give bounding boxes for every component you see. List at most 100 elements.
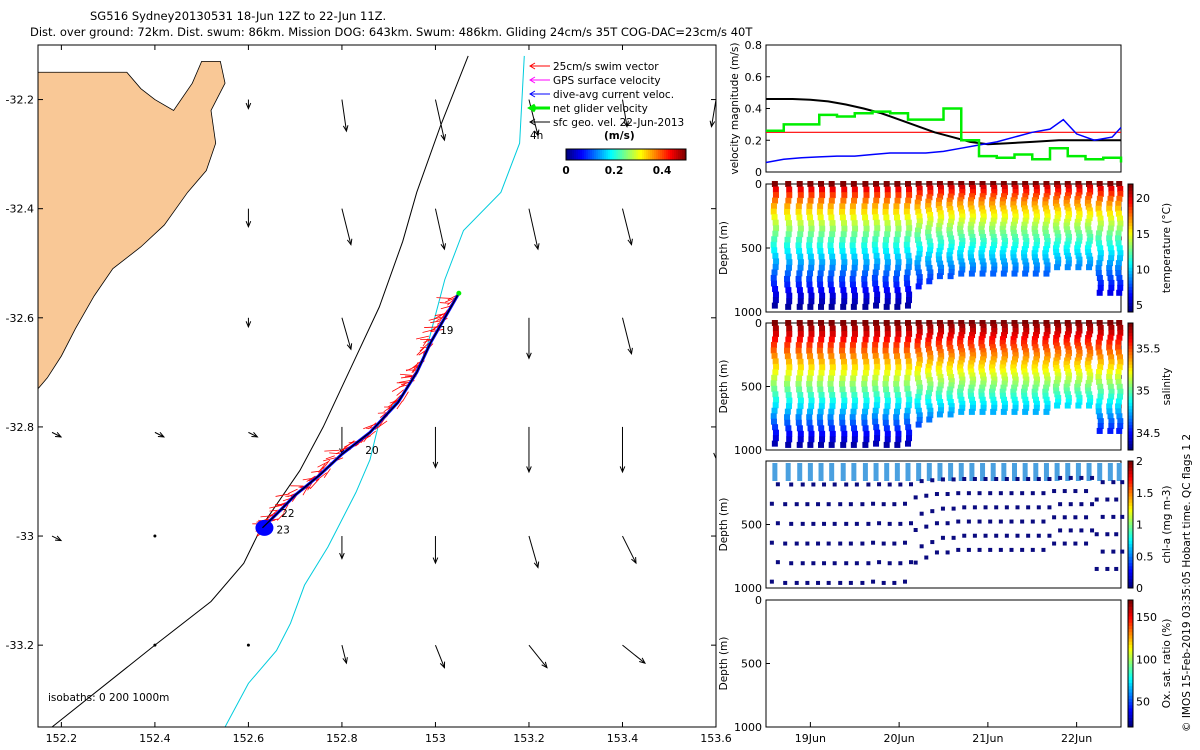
salinity-point	[840, 369, 847, 376]
salinity-point	[948, 407, 955, 414]
salinity-point	[989, 344, 996, 351]
salinity-point	[1086, 402, 1093, 409]
salinity-point	[773, 396, 780, 403]
temperature-point	[797, 192, 804, 199]
temperature-point	[850, 303, 857, 310]
chlorophyll-colorbar-tick-label: 2	[1136, 455, 1143, 468]
salinity-point	[978, 336, 985, 343]
temperature-point	[979, 258, 986, 265]
salinity-point	[849, 347, 856, 354]
temperature-point	[1064, 203, 1071, 210]
temperature-point	[1063, 199, 1070, 206]
salinity-point	[808, 430, 815, 437]
temperature-colorbar-cell	[1128, 190, 1133, 195]
chl-point	[998, 519, 1003, 524]
temperature-point	[946, 197, 953, 204]
map-colorbar-cell	[570, 149, 573, 160]
salinity-point	[947, 411, 954, 418]
salinity-colorbar-cell	[1128, 415, 1133, 419]
salinity-point	[1117, 393, 1124, 400]
temperature-point	[1095, 270, 1102, 277]
temperature-point	[1074, 245, 1081, 252]
temperature-point	[1033, 266, 1040, 273]
chl-point	[940, 506, 945, 511]
salinity-point	[936, 336, 943, 343]
temperature-point	[841, 186, 848, 193]
temperature-point	[989, 201, 996, 208]
salinity-point	[1063, 383, 1070, 390]
chlorophyll-colorbar-cell	[1128, 584, 1133, 589]
temperature-point	[1052, 245, 1059, 252]
temperature-point	[1022, 233, 1029, 240]
salinity-point	[895, 364, 902, 371]
temperature-point	[904, 203, 911, 210]
salinity-point	[1117, 418, 1124, 425]
temperature-point	[927, 242, 934, 249]
salinity-point	[1086, 353, 1093, 360]
salinity-point	[807, 320, 814, 326]
temperature-point	[916, 213, 923, 220]
temperature-point	[1115, 200, 1122, 207]
salinity-point	[1023, 352, 1030, 359]
map-colorbar-cell	[622, 149, 625, 160]
salinity-point	[1064, 357, 1071, 364]
temperature-point	[817, 203, 824, 210]
temperature-colorbar-cell	[1128, 238, 1133, 243]
temperature-point	[850, 248, 857, 255]
salinity-point	[1043, 356, 1050, 363]
chlorophyll-colorbar-cell	[1128, 575, 1133, 579]
temperature-point	[851, 298, 858, 305]
temperature-point	[1065, 256, 1072, 263]
temperature-point	[1032, 205, 1039, 212]
map-colorbar-cell	[602, 149, 605, 160]
temperature-colorbar-cell	[1128, 270, 1133, 275]
salinity-point	[871, 413, 878, 420]
salinity-point	[1032, 332, 1039, 339]
temperature-point	[806, 242, 813, 249]
salinity-point	[1021, 336, 1028, 343]
temperature-point	[893, 236, 900, 243]
salinity-point	[807, 425, 814, 432]
chlorophyll-colorbar-cell	[1128, 521, 1133, 525]
chlorophyll-colorbar-cell	[1128, 473, 1133, 478]
salinity-point	[916, 329, 923, 336]
temperature-point	[1097, 185, 1104, 192]
temperature-point	[1022, 217, 1029, 224]
temperature-point	[916, 218, 923, 225]
chl-point	[1004, 533, 1009, 538]
salinity-point	[894, 369, 901, 376]
salinity-point	[796, 320, 803, 326]
salinity-point	[968, 344, 975, 351]
salinity-point	[991, 400, 998, 407]
current-vector-head	[533, 129, 540, 137]
velocity-y-tick-label: 0.6	[745, 71, 763, 84]
current-vector	[432, 426, 439, 469]
temperature-point	[828, 248, 835, 255]
salinity-point	[1033, 380, 1040, 387]
salinity-point	[938, 378, 945, 385]
temperature-point	[990, 193, 997, 200]
temperature-point	[828, 214, 835, 221]
temperature-point	[1012, 262, 1019, 269]
temperature-point	[936, 181, 943, 187]
temperature-point	[958, 258, 965, 265]
temperature-point	[926, 181, 933, 187]
salinity-point	[991, 352, 998, 359]
temperature-point	[1054, 230, 1061, 237]
salinity-point	[1001, 324, 1008, 331]
map-colorbar-cell	[614, 149, 617, 160]
salinity-point	[1055, 395, 1062, 402]
temperature-point	[797, 292, 804, 299]
salinity-point	[863, 430, 870, 437]
temperature-point	[784, 208, 791, 215]
chl-point	[1120, 549, 1125, 554]
temperature-point	[797, 186, 804, 193]
temperature-point	[1085, 226, 1092, 233]
temperature-point	[1001, 242, 1008, 249]
salinity-point	[968, 384, 975, 391]
salinity-point	[850, 441, 857, 448]
chl-surface-mark	[797, 463, 803, 481]
salinity-point	[797, 358, 804, 365]
temperature-point	[980, 217, 987, 224]
map-colorbar-cell	[682, 149, 685, 160]
